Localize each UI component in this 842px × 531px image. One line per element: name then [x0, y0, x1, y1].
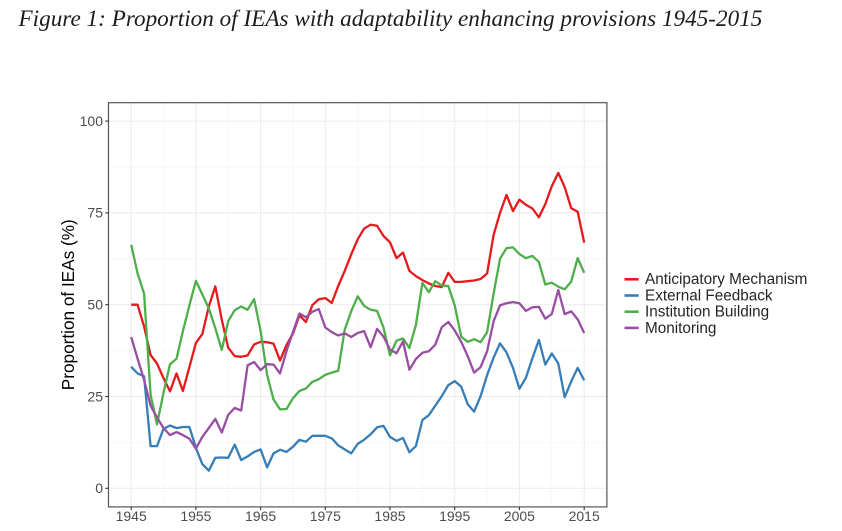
svg-text:2005: 2005 [504, 508, 535, 524]
svg-text:2015: 2015 [569, 508, 600, 524]
svg-text:25: 25 [87, 388, 103, 404]
svg-text:Monitoring: Monitoring [645, 320, 716, 337]
svg-text:0: 0 [95, 480, 103, 496]
svg-text:100: 100 [80, 113, 104, 129]
svg-text:1955: 1955 [180, 508, 211, 524]
svg-text:Anticipatory Mechanism: Anticipatory Mechanism [645, 271, 807, 288]
svg-text:Institution Building: Institution Building [645, 304, 769, 321]
svg-text:1945: 1945 [116, 508, 147, 524]
svg-text:1965: 1965 [245, 508, 276, 524]
svg-text:1985: 1985 [374, 508, 405, 524]
svg-text:1975: 1975 [310, 508, 341, 524]
svg-text:50: 50 [87, 297, 103, 313]
svg-text:75: 75 [87, 205, 103, 221]
svg-text:External Feedback: External Feedback [645, 287, 773, 304]
svg-text:Proportion of IEAs (%): Proportion of IEAs (%) [58, 219, 78, 390]
svg-text:1995: 1995 [439, 508, 470, 524]
